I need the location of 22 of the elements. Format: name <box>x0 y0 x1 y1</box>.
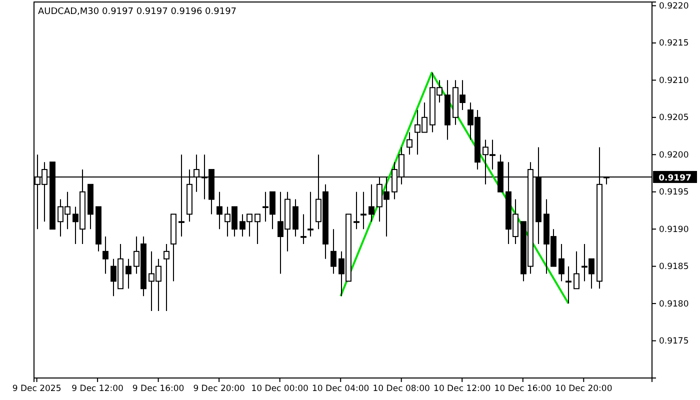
y-tick-label: 0.9205 <box>659 113 689 124</box>
x-tick-label: 10 Dec 20:00 <box>555 384 612 394</box>
x-tick-label: 9 Dec 20:00 <box>193 384 245 394</box>
x-tick-label: 10 Dec 00:00 <box>251 384 308 394</box>
x-tick-label: 10 Dec 16:00 <box>494 384 552 394</box>
x-tick-label: 9 Dec 2025 <box>12 384 62 394</box>
x-tick-label: 10 Dec 12:00 <box>434 384 491 394</box>
y-tick-label: 0.9175 <box>659 336 689 346</box>
x-tick-label: 10 Dec 04:00 <box>312 384 370 394</box>
y-tick-label: 0.9185 <box>659 262 689 272</box>
text: AUDCAD,M30 0.9197 0.9197 0.9196 0.9197 <box>38 7 237 17</box>
ref-line-label: 0.9197 <box>658 173 692 184</box>
y-tick-label: 0.9210 <box>659 76 689 86</box>
x-tick-label: 9 Dec 12:00 <box>72 384 124 394</box>
y-tick-label: 0.9180 <box>659 299 689 310</box>
x-tick-label: 10 Dec 08:00 <box>372 384 430 394</box>
y-tick-label: 0.9215 <box>659 38 689 49</box>
y-tick-label: 0.9195 <box>659 188 689 198</box>
y-tick-label: 0.9220 <box>659 1 689 12</box>
x-tick-label: 9 Dec 16:00 <box>132 384 184 394</box>
y-tick-label: 0.9200 <box>659 150 689 160</box>
y-tick-label: 0.9190 <box>659 224 689 235</box>
